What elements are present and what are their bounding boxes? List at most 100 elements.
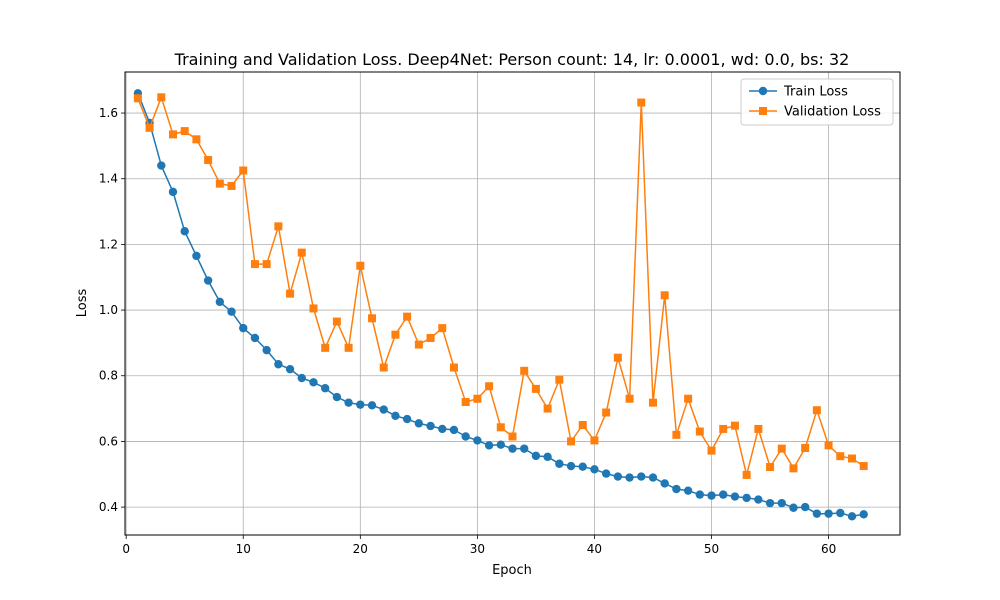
validation-loss-point — [356, 261, 365, 270]
train-loss-point — [613, 472, 623, 481]
train-loss-point — [590, 465, 599, 474]
train-loss-point — [379, 405, 388, 414]
validation-loss-point — [496, 423, 505, 432]
train-loss-point — [192, 251, 201, 261]
train-loss-point — [461, 432, 470, 441]
train-loss-point — [683, 486, 693, 495]
validation-loss-point — [801, 443, 810, 452]
validation-loss-point — [204, 156, 213, 165]
train-loss-point — [356, 400, 365, 409]
validation-loss-point — [567, 437, 576, 446]
train-loss-point — [847, 512, 857, 521]
y-tick-label: 1.0 — [99, 303, 118, 317]
validation-loss-point — [625, 394, 634, 403]
train-loss-point — [250, 333, 260, 343]
validation-loss-point — [344, 343, 353, 352]
train-loss-point — [765, 498, 775, 508]
train-loss-point — [660, 479, 669, 488]
validation-loss-point — [368, 314, 377, 323]
legend: Train Loss Validation Loss — [740, 78, 894, 126]
train-loss-point — [695, 490, 705, 499]
train-loss-point — [824, 509, 833, 518]
train-loss-point — [859, 510, 868, 519]
train-loss-point — [800, 502, 810, 512]
validation-loss-point — [227, 181, 236, 190]
validation-loss-point — [602, 408, 611, 417]
validation-loss-point — [262, 260, 271, 269]
train-loss-point — [484, 441, 494, 450]
validation-loss-line — [137, 96, 865, 476]
train-loss-point — [438, 424, 447, 434]
train-loss-point — [754, 495, 763, 504]
legend-label-train-loss: Train Loss — [783, 85, 848, 100]
validation-loss-point — [590, 436, 599, 445]
validation-loss-point — [543, 404, 552, 413]
validation-loss-point — [812, 406, 821, 415]
train-loss-point — [555, 459, 564, 468]
train-loss-point — [625, 473, 634, 482]
validation-loss-point — [695, 427, 704, 436]
validation-loss-point — [637, 98, 646, 107]
train-loss-point — [414, 419, 424, 428]
train-loss-point — [239, 323, 248, 333]
validation-loss-point — [157, 93, 166, 102]
validation-loss-point — [297, 248, 306, 257]
validation-loss-point — [789, 464, 798, 473]
train-loss-point — [367, 401, 377, 410]
train-loss-point — [157, 161, 166, 170]
legend-label-validation-loss: Validation Loss — [784, 105, 881, 120]
validation-loss-point — [250, 260, 259, 269]
grid — [125, 72, 900, 535]
train-loss-point — [391, 411, 400, 421]
train-loss-point — [297, 373, 306, 383]
y-axis-label: Loss — [75, 289, 90, 318]
series-group — [133, 89, 868, 521]
x-axis-ticks: 0 10 20 30 40 50 60 — [122, 535, 836, 556]
x-tick-label: 20 — [353, 542, 368, 556]
train-loss-series — [133, 89, 868, 521]
validation-loss-series — [133, 93, 868, 479]
train-loss-point — [309, 378, 318, 387]
validation-loss-point — [426, 333, 435, 342]
validation-loss-point — [555, 375, 564, 384]
train-loss-point — [402, 414, 412, 424]
validation-loss-point — [473, 394, 482, 403]
x-axis-label: Epoch — [492, 563, 532, 578]
validation-loss-point — [414, 340, 423, 349]
validation-loss-point — [613, 353, 622, 362]
train-loss-point — [320, 384, 330, 393]
train-loss-point — [168, 187, 178, 197]
validation-loss-point — [449, 363, 458, 372]
train-loss-point — [789, 503, 798, 512]
validation-loss-point — [707, 446, 716, 455]
x-tick-label: 60 — [821, 542, 836, 556]
validation-loss-point — [438, 324, 447, 333]
legend-box — [740, 78, 894, 126]
validation-loss-point — [461, 398, 470, 407]
x-tick-label: 10 — [236, 542, 251, 556]
train-loss-point — [648, 473, 658, 482]
validation-loss-point — [777, 444, 786, 453]
validation-loss-point — [332, 317, 341, 326]
validation-loss-point — [403, 312, 412, 321]
train-loss-point — [203, 276, 213, 285]
validation-loss-point — [824, 441, 833, 450]
train-loss-point — [508, 444, 517, 453]
validation-loss-point — [672, 430, 681, 439]
train-loss-point — [180, 227, 189, 236]
validation-loss-point — [321, 343, 330, 352]
y-tick-label: 1.6 — [99, 106, 118, 120]
validation-loss-point — [274, 222, 283, 231]
validation-loss-point — [648, 398, 657, 407]
validation-loss-point — [145, 123, 154, 132]
y-axis-ticks: 0.4 0.6 0.8 1.0 1.2 1.4 1.6 — [99, 106, 125, 514]
validation-loss-point — [578, 420, 587, 429]
validation-loss-point — [742, 470, 751, 479]
chart-title: Training and Validation Loss. Deep4Net: … — [174, 50, 850, 69]
train-loss-point — [742, 493, 751, 503]
train-loss-point — [332, 392, 342, 402]
x-tick-label: 30 — [470, 542, 485, 556]
y-tick-label: 0.6 — [99, 434, 118, 448]
validation-loss-point — [531, 384, 540, 393]
validation-loss-point — [309, 304, 318, 313]
